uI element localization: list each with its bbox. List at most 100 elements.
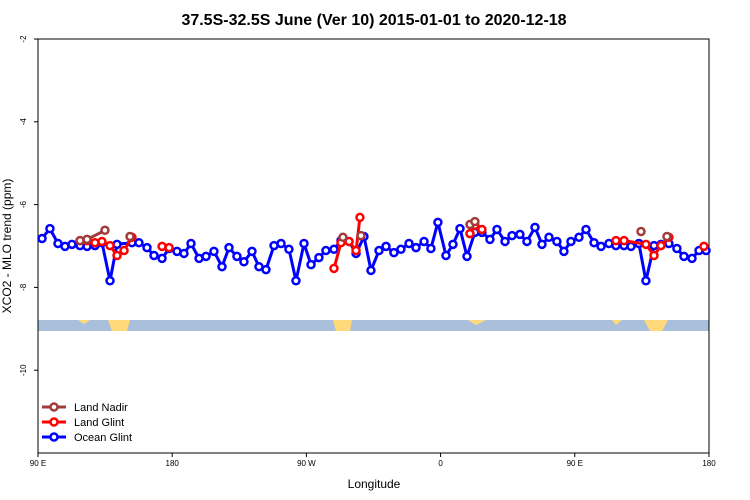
data-point [366,265,376,276]
legend-marker [49,402,59,412]
data-point [485,234,495,245]
data-point [164,242,174,253]
data-point [522,236,532,247]
data-point [125,231,135,242]
y-tick-label: -8 [19,283,28,291]
data-point [530,222,540,233]
y-tick-label: -6 [19,200,28,208]
data-point [239,256,249,267]
data-point [500,236,510,247]
data-point [344,236,354,247]
data-point [321,245,331,256]
x-axis-label: Longitude [348,477,401,491]
data-point [411,242,421,253]
x-tick-label: 90 E [30,459,46,468]
data-point [465,228,475,239]
data-point [217,261,227,272]
data-point [112,250,122,261]
data-point [201,251,211,262]
data-point [589,237,599,248]
data-point [119,245,129,256]
x-tick-label: 0 [438,459,443,468]
data-point [455,223,465,234]
data-point [699,241,709,252]
data-point [179,248,189,259]
data-point [82,234,92,245]
data-point [641,276,651,286]
legend-label: Ocean Glint [74,432,132,444]
data-point [619,235,629,246]
data-point [441,250,451,261]
legend-marker [49,432,59,442]
data-point [404,238,414,249]
legend-label: Land Nadir [74,402,128,414]
data-point [224,242,234,253]
data-point [507,230,517,241]
data-point [142,242,152,253]
land [333,320,352,331]
chart-title: 37.5S-32.5S June (Ver 10) 2015-01-01 to … [181,12,566,29]
land [644,320,668,331]
data-point [45,223,55,234]
data-point [209,246,219,257]
data-point [374,245,384,256]
data-point [492,224,502,235]
data-point [157,253,167,264]
x-tick-label: 90 W [297,459,316,468]
data-point [559,246,569,257]
data-point [679,251,689,262]
data-point [329,263,339,274]
data-point [37,233,47,244]
legend-marker [49,417,59,427]
data-point [100,225,110,236]
data-point [261,264,271,275]
data-point [581,224,591,235]
data-point [149,250,159,261]
x-tick-label: 90 E [567,459,583,468]
legend: Land Nadir Land Glint Ocean Glint [42,402,132,444]
data-point [306,259,316,270]
data-point [389,247,399,258]
data-point [276,238,286,249]
y-tick-label: -2 [19,35,28,43]
x-tick-label: 180 [166,459,180,468]
data-point [426,243,436,254]
data-point [396,244,406,255]
y-axis-label: XCO2 - MLO trend (ppm) [0,179,14,314]
data-point [291,276,301,286]
data-point [641,239,651,250]
data-point [299,238,309,249]
data-point [470,216,480,227]
data-point [611,235,621,246]
data-point [656,240,666,251]
data-point [544,232,554,243]
data-point [649,250,659,261]
data-point [477,224,487,235]
data-point [448,239,458,250]
data-point [247,246,257,257]
data-point [515,229,525,240]
data-point [105,240,115,251]
land [78,320,90,324]
land [612,320,622,325]
data-point [186,238,196,249]
data-point [355,212,365,223]
data-point [381,241,391,252]
legend-label: Land Glint [74,417,124,429]
data-point [687,253,697,264]
data-point [356,230,366,241]
x-tick-label: 180 [702,459,716,468]
y-tick-label: -10 [19,364,28,376]
data-point [537,239,547,250]
data-point [232,251,242,262]
data-point [284,244,294,255]
data-point [67,239,77,250]
data-point [552,236,562,247]
data-point [596,241,606,252]
data-point [351,245,361,256]
data-point [314,252,324,263]
data-point [462,251,472,262]
data-point [636,226,646,237]
data-point [566,236,576,247]
